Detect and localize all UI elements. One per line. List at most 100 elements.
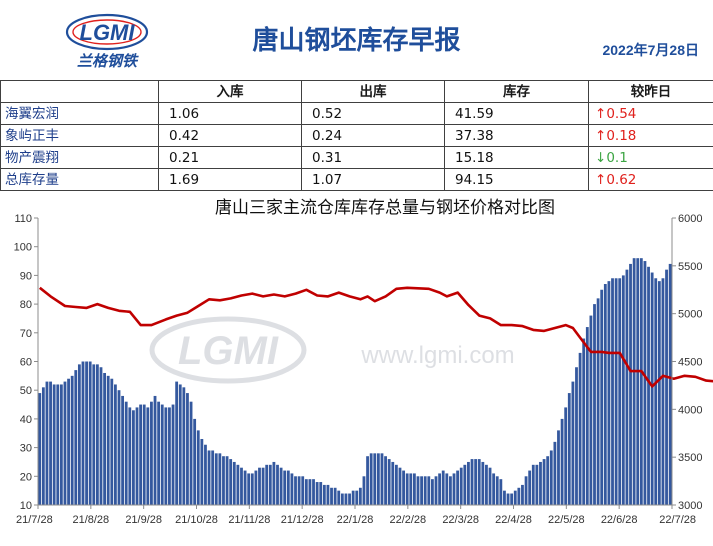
row-out: 1.07 (301, 168, 445, 191)
inventory-bar (106, 375, 110, 505)
inventory-bar (431, 479, 434, 505)
x-tick-label: 22/5/28 (548, 514, 585, 526)
line-layer (38, 286, 713, 388)
inventory-bar (99, 367, 103, 505)
inventory-bar (398, 467, 402, 505)
report-header: LGMI 兰格钢铁 唐山钢坯库存早报 2022年7月28日 (0, 0, 713, 80)
inventory-bar (503, 490, 506, 505)
watermark: LGMI www.lgmi.com (149, 316, 515, 384)
inventory-bar (38, 393, 42, 505)
inventory-bar (85, 361, 88, 505)
inventory-bar (200, 438, 204, 505)
inventory-bar (196, 430, 200, 505)
left-tick-label: 70 (20, 328, 32, 340)
inventory-bar (358, 487, 362, 505)
table-row: 总库存量 1.69 1.07 94.15 ↑0.62 (0, 168, 713, 191)
left-tick-label: 40 (20, 414, 32, 426)
left-tick-label: 100 (14, 242, 32, 254)
row-change: ↑0.54 (588, 102, 713, 125)
inventory-bar (409, 473, 413, 505)
inventory-bar (294, 476, 297, 505)
row-stock: 15.18 (444, 146, 589, 169)
row-change: ↓0.1 (588, 146, 713, 169)
inventory-bar (611, 278, 614, 505)
inventory-bar (423, 476, 427, 505)
inventory-bar (427, 476, 431, 505)
inventory-bar (250, 473, 254, 505)
inventory-bar (441, 470, 445, 505)
inventory-bar (41, 387, 45, 505)
inventory-bar (110, 378, 114, 505)
inventory-bar (344, 493, 348, 505)
inventory-bar (485, 464, 488, 505)
inventory-bar (77, 364, 81, 505)
logo-subtext: 兰格钢铁 (77, 52, 139, 70)
inventory-bar (351, 490, 355, 505)
table-row: 海翼宏润 1.06 0.52 41.59 ↑0.54 (0, 102, 713, 125)
inventory-bar (517, 487, 521, 505)
row-name: 象屿正丰 (0, 124, 159, 147)
x-tick-label: 21/9/28 (125, 514, 162, 526)
inventory-bar (319, 482, 323, 505)
x-tick-label: 21/12/28 (281, 514, 324, 526)
row-name: 物产震翔 (0, 146, 159, 169)
inventory-bar (625, 269, 629, 505)
inventory-bar (603, 284, 607, 505)
inventory-bar (171, 404, 175, 505)
inventory-bar (412, 473, 416, 505)
inventory-bar (330, 487, 333, 505)
inventory-bar (218, 453, 222, 505)
row-change-value: 0.62 (606, 171, 637, 188)
inventory-bar (308, 479, 312, 505)
inventory-bar (639, 258, 643, 505)
inventory-bar (232, 461, 236, 505)
header-cell-out: 出库 (301, 80, 445, 103)
inventory-bar (488, 467, 492, 505)
right-tick-label: 4500 (678, 357, 702, 369)
inventory-bar (474, 459, 478, 505)
inventory-bar (650, 272, 654, 505)
row-stock: 37.38 (444, 124, 589, 147)
inventory-bar (560, 418, 564, 505)
x-tick-label: 22/4/28 (495, 514, 532, 526)
inventory-bar (614, 278, 618, 505)
inventory-table: 入库 出库 库存 较昨日 海翼宏润 1.06 0.52 41.59 ↑0.54 … (0, 80, 713, 191)
header-cell-in: 入库 (158, 80, 302, 103)
inventory-bar (132, 410, 135, 505)
inventory-bar (182, 387, 186, 505)
inventory-bar (510, 493, 514, 505)
inventory-bar (124, 401, 128, 505)
inventory-bar (333, 487, 337, 505)
inventory-bar (632, 258, 636, 505)
inventory-bar (420, 476, 423, 505)
inventory-bar (387, 459, 391, 505)
inventory-bar (362, 476, 366, 505)
inventory-bar (445, 473, 449, 505)
logo-lettering: LGMI (80, 20, 136, 45)
row-change: ↑0.62 (588, 168, 713, 191)
row-out: 0.31 (301, 146, 445, 169)
inventory-bar (394, 464, 398, 505)
inventory-bar (49, 381, 52, 505)
inventory-bar (531, 464, 535, 505)
inventory-bar (236, 464, 240, 505)
inventory-bar (67, 378, 70, 505)
inventory-bar (279, 467, 283, 505)
inventory-bar (312, 479, 315, 505)
row-stock: 41.59 (444, 102, 589, 125)
inventory-bar (373, 453, 377, 505)
inventory-bar (621, 275, 625, 505)
inventory-bar (585, 327, 589, 505)
inventory-bar (459, 467, 463, 505)
inventory-bar (315, 482, 319, 505)
inventory-bar (272, 461, 276, 505)
inventory-bar (391, 461, 395, 505)
inventory-bar (304, 479, 308, 505)
inventory-bar (481, 461, 485, 505)
left-tick-label: 20 (20, 471, 32, 483)
row-in: 0.21 (158, 146, 302, 169)
inventory-bar (589, 315, 593, 505)
inventory-bar (59, 384, 63, 505)
inventory-bar (661, 278, 665, 505)
table-row: 物产震翔 0.21 0.31 15.18 ↓0.1 (0, 146, 713, 169)
